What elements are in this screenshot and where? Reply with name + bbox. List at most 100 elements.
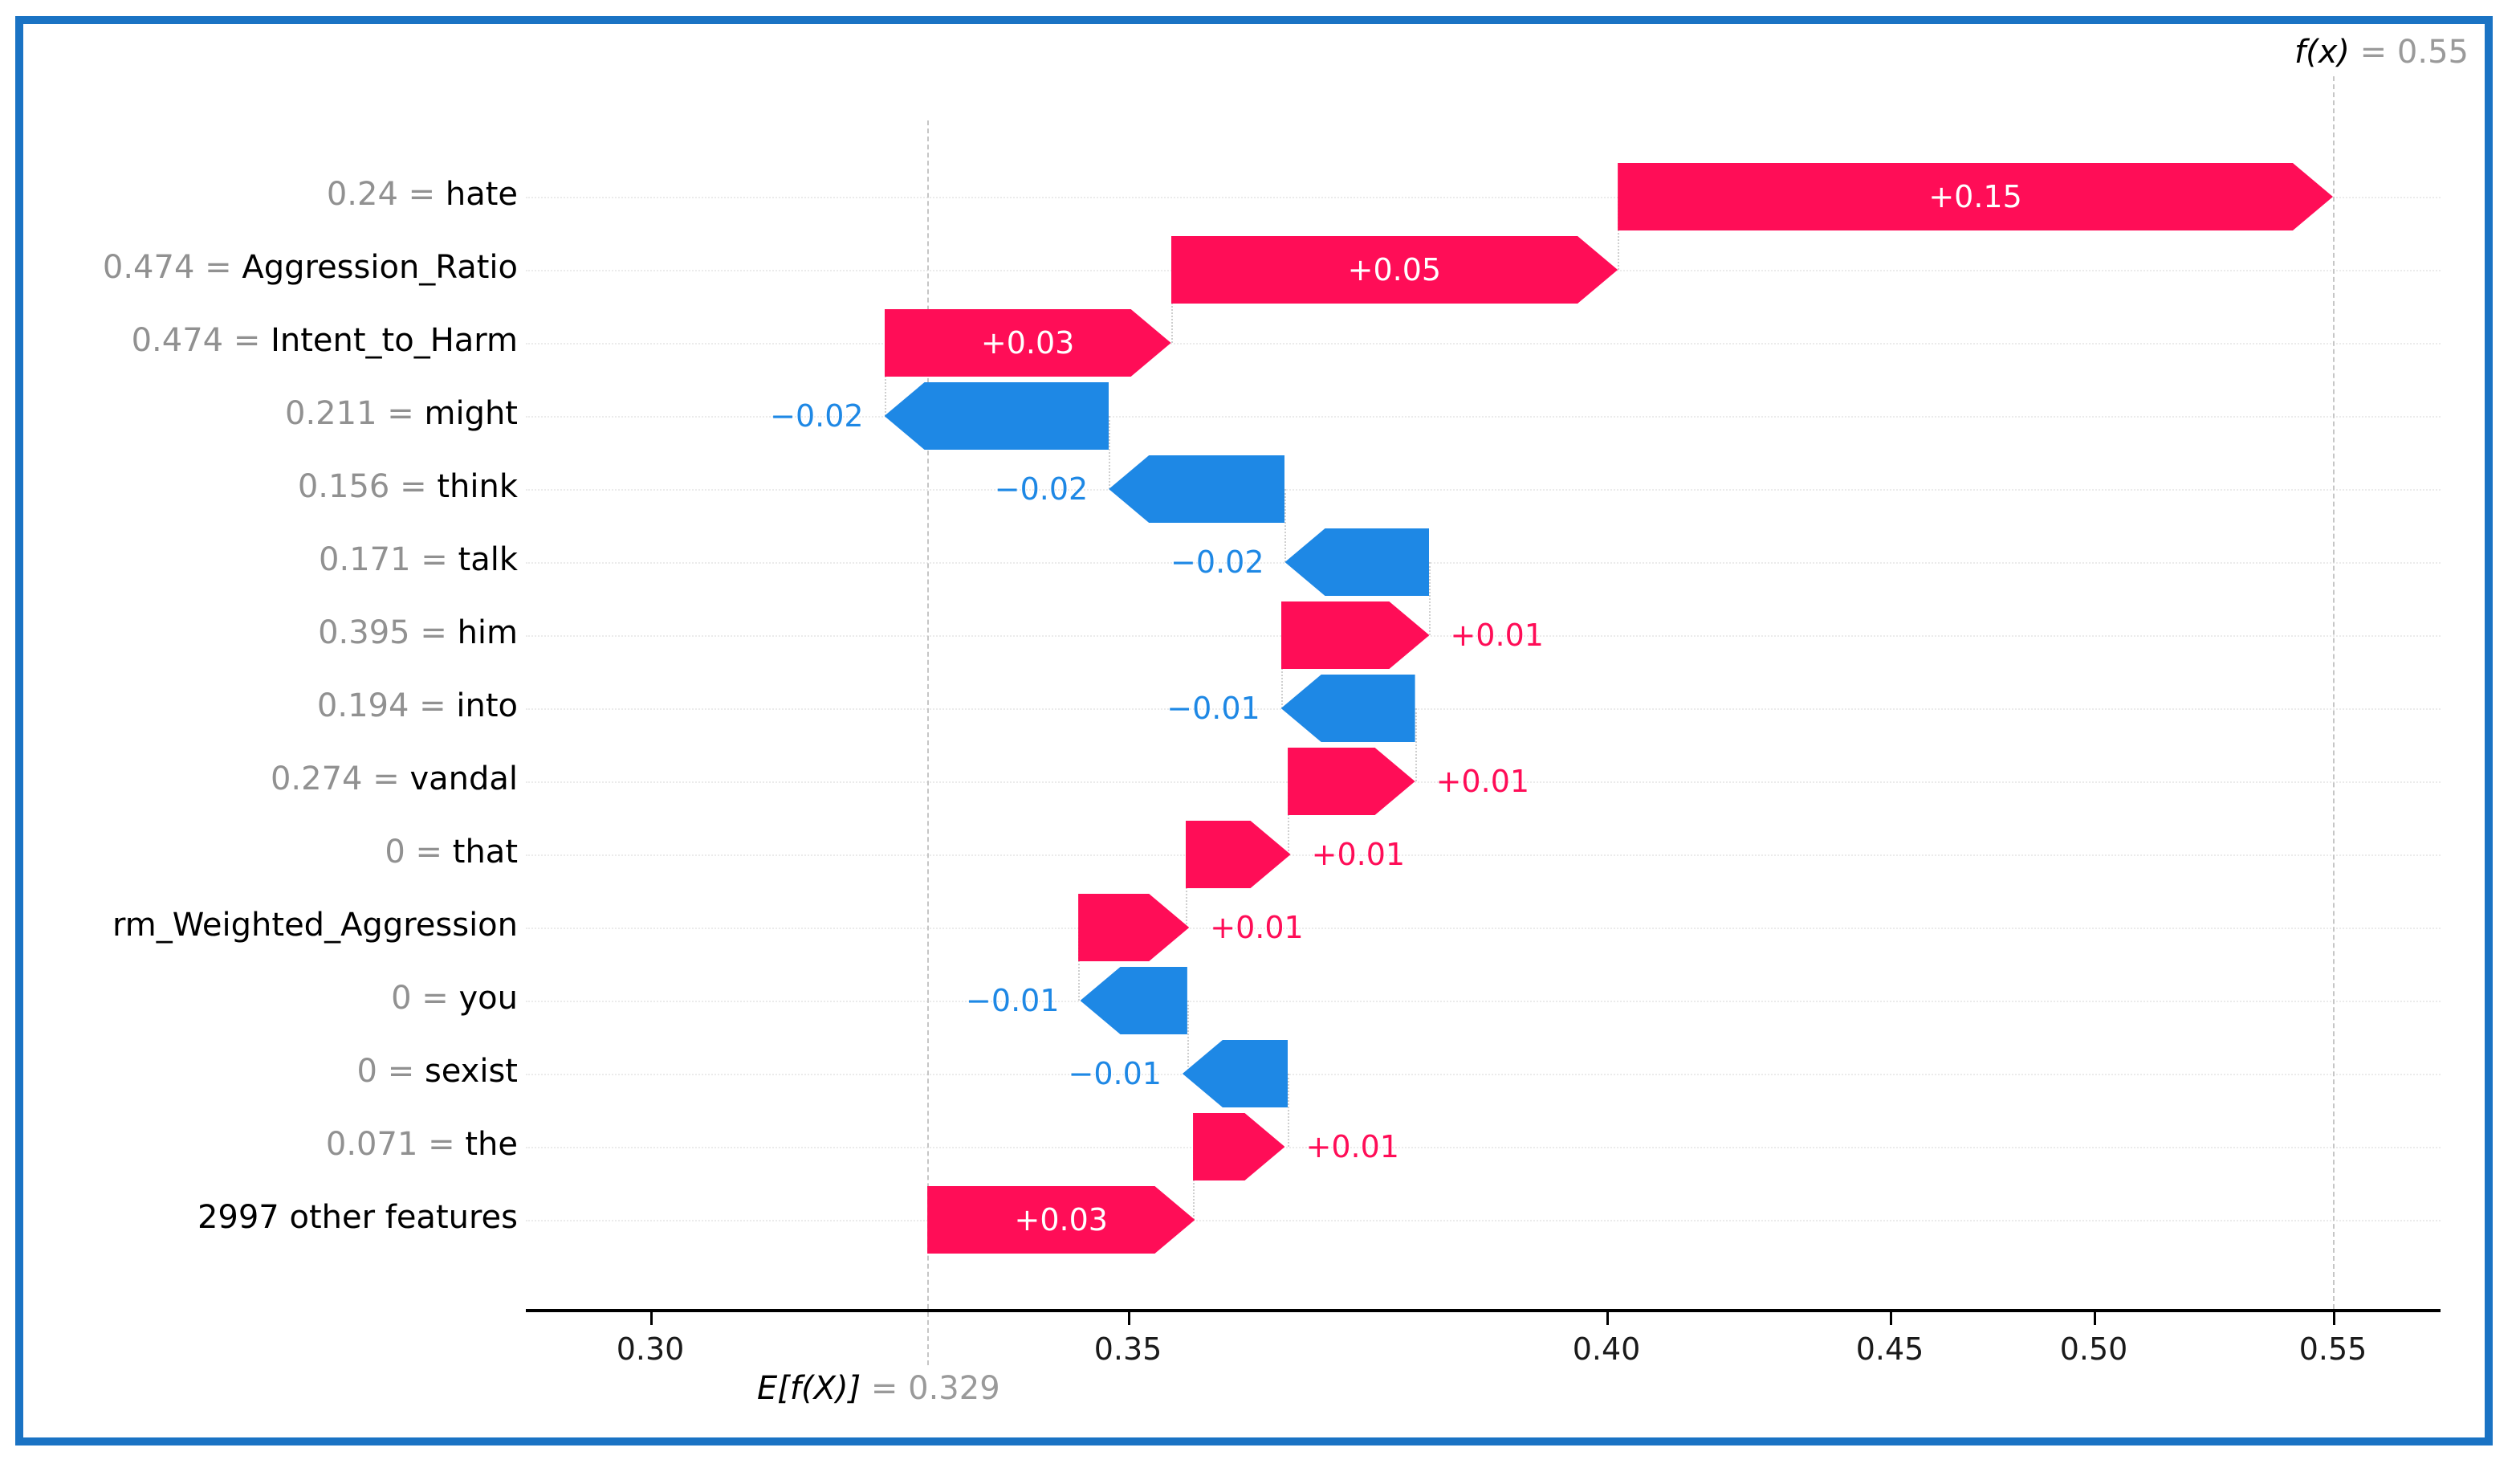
feature-value: 0.156 = — [297, 468, 438, 505]
x-tick-mark — [1890, 1312, 1892, 1325]
feature-label: 0.156 = think — [298, 468, 518, 505]
feature-name: talk — [458, 541, 518, 578]
bar-sexist — [1182, 1040, 1288, 1107]
feature-label: 0 = that — [385, 834, 518, 871]
bar-the — [1193, 1113, 1284, 1180]
bar-connector-line — [1284, 489, 1287, 562]
bar-talk — [1284, 528, 1430, 596]
bar-might — [884, 382, 1109, 450]
efx-math-label: E[f(X)] — [757, 1370, 861, 1407]
row-guide-line — [526, 1001, 2441, 1002]
feature-value: 0.474 = — [131, 322, 271, 359]
feature-label: 0.274 = vandal — [271, 760, 518, 797]
contribution-label: −0.01 — [966, 983, 1060, 1018]
row-guide-line — [526, 635, 2441, 637]
bar-connector-line — [884, 343, 886, 416]
bar-connector-line — [1429, 562, 1431, 635]
x-tick-label: 0.50 — [2059, 1331, 2128, 1367]
fx-value: = 0.55 — [2349, 34, 2469, 71]
feature-name: into — [456, 687, 518, 724]
feature-label: 0.24 = hate — [327, 176, 518, 213]
bar-him — [1281, 601, 1430, 669]
bar-you — [1080, 967, 1187, 1034]
contribution-label: −0.02 — [1170, 544, 1264, 580]
bar-hate: +0.15 — [1618, 163, 2333, 230]
feature-name: rm_Weighted_Aggression — [112, 907, 518, 944]
bar-that — [1186, 821, 1291, 888]
x-tick-mark — [1606, 1312, 1609, 1325]
feature-value: 0.24 = — [326, 176, 446, 213]
x-tick-label: 0.55 — [2298, 1331, 2367, 1367]
contribution-label: −0.01 — [1166, 691, 1260, 726]
bar-connector-line — [1618, 197, 1620, 270]
x-axis-line — [526, 1309, 2441, 1312]
bar-rm-weighted-aggression — [1078, 894, 1189, 961]
contribution-label: +0.15 — [1928, 179, 2022, 214]
expected-value-line — [927, 120, 930, 1365]
feature-name: 2997 other features — [197, 1199, 518, 1236]
row-guide-line — [526, 854, 2441, 856]
x-tick-label: 0.40 — [1572, 1331, 1641, 1367]
bar-connector-line — [1078, 928, 1081, 1001]
feature-label: 0.211 = might — [285, 395, 518, 432]
feature-name: sexist — [424, 1053, 518, 1090]
x-tick-mark — [2333, 1312, 2335, 1325]
feature-name: the — [465, 1126, 518, 1163]
bar-connector-line — [1280, 635, 1283, 708]
feature-name: that — [452, 834, 518, 871]
bar-into — [1280, 675, 1415, 742]
feature-value: 0 = — [391, 980, 459, 1017]
feature-label: 0.395 = him — [318, 614, 518, 651]
row-guide-line — [526, 562, 2441, 564]
row-guide-line — [526, 343, 2441, 345]
x-tick-label: 0.30 — [616, 1331, 685, 1367]
contribution-label: −0.02 — [994, 471, 1089, 507]
row-guide-line — [526, 708, 2441, 710]
feature-name: Intent_to_Harm — [271, 322, 518, 359]
feature-value: 0 = — [385, 834, 453, 871]
bar-connector-line — [1193, 1147, 1195, 1220]
fx-line — [2333, 76, 2335, 1309]
contribution-label: +0.01 — [1305, 1129, 1399, 1164]
fx-annotation: f(x) = 0.55 — [2294, 34, 2469, 71]
feature-name: Aggression_Ratio — [242, 249, 518, 286]
contribution-label: +0.01 — [1435, 764, 1530, 799]
feature-label: 0 = sexist — [357, 1053, 518, 1090]
row-guide-line — [526, 197, 2441, 198]
feature-value: 0.395 = — [318, 614, 458, 651]
feature-value: 0.071 = — [325, 1126, 466, 1163]
feature-value: 0 = — [356, 1053, 425, 1090]
x-tick-label: 0.45 — [1855, 1331, 1924, 1367]
row-guide-line — [526, 928, 2441, 929]
bar-vandal — [1288, 748, 1415, 815]
fx-math-label: f(x) — [2294, 34, 2350, 71]
bar-connector-line — [1187, 1001, 1189, 1074]
feature-name: vandal — [409, 760, 518, 797]
feature-value: 0.474 = — [102, 249, 242, 286]
contribution-label: +0.01 — [1311, 837, 1406, 872]
feature-value: 0.194 = — [316, 687, 457, 724]
row-guide-line — [526, 1074, 2441, 1075]
efx-value: = 0.329 — [861, 1370, 1000, 1407]
contribution-label: −0.01 — [1068, 1056, 1162, 1091]
row-guide-line — [526, 1147, 2441, 1148]
bar-connector-line — [1288, 1074, 1290, 1147]
bar-aggression-ratio: +0.05 — [1171, 236, 1618, 304]
contribution-label: +0.05 — [1347, 252, 1442, 287]
contribution-label: +0.01 — [1210, 910, 1304, 945]
feature-value: 0.171 = — [319, 541, 458, 578]
feature-name: him — [457, 614, 518, 651]
feature-name: think — [437, 468, 518, 505]
bar-connector-line — [1109, 416, 1111, 489]
bar-intent-to-harm: +0.03 — [885, 309, 1171, 377]
row-guide-line — [526, 781, 2441, 783]
row-guide-line — [526, 489, 2441, 491]
feature-name: you — [458, 980, 519, 1017]
feature-label: 2997 other features — [197, 1199, 518, 1236]
bar-think — [1109, 455, 1285, 523]
contribution-label: +0.03 — [980, 325, 1075, 361]
feature-label: 0.474 = Intent_to_Harm — [132, 322, 518, 359]
feature-value: 0.274 = — [270, 760, 410, 797]
